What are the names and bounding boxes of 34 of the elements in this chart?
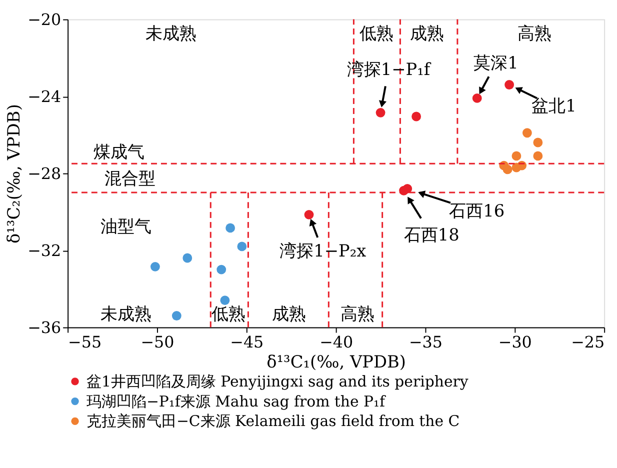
x-tick-label: −45 <box>230 332 264 352</box>
annotation: 莫深1 <box>474 52 518 72</box>
y-tick-label: −20 <box>28 10 62 29</box>
annotation: 低熟 <box>212 303 246 324</box>
y-tick-label: −28 <box>28 164 62 183</box>
x-tick-label: −40 <box>320 332 354 352</box>
annotation: 未成熟 <box>100 303 152 324</box>
x-tick-label: −30 <box>498 332 532 352</box>
x-tick-label: −55 <box>68 332 102 352</box>
annotation: 混合型 <box>104 168 156 188</box>
legend-label: 玛湖凹陷−P₁f来源 Mahu sag from the P₁f <box>86 392 387 410</box>
y-tick-label: −36 <box>28 318 62 337</box>
annotation: 煤成气 <box>94 141 145 162</box>
annotation: 高熟 <box>340 303 375 324</box>
annotation: 成熟 <box>410 23 444 44</box>
legend-label: 盆1井西凹陷及周缘 Penyijingxi sag and its periphery <box>86 372 469 390</box>
annotation: 石西16 <box>449 200 505 221</box>
x-tick-label: −25 <box>571 332 605 352</box>
annotation: 低熟 <box>360 23 394 44</box>
annotation: 石西18 <box>404 224 460 244</box>
y-tick-label: −32 <box>28 240 62 260</box>
annotation: 油型气 <box>100 216 152 236</box>
annotation: 成熟 <box>272 303 306 324</box>
x-tick-label: −50 <box>140 332 174 352</box>
annotation: 高熟 <box>518 23 552 44</box>
y-axis-title: δ¹³C₂(‰, VPDB) <box>4 104 24 244</box>
legend-label: 克拉美丽气田−C来源 Kelameili gas field from the C <box>86 412 460 430</box>
annotation: 湾探1−P₁f <box>346 58 432 79</box>
annotation: 未成熟 <box>145 23 196 44</box>
x-tick-label: −35 <box>408 332 442 352</box>
x-axis-title: δ¹³C₁(‰, VPDB) <box>266 352 406 372</box>
annotation: 湾探1−P₂x <box>280 240 367 260</box>
y-tick-label: −24 <box>28 86 62 106</box>
annotation: 盆北1 <box>532 96 576 116</box>
